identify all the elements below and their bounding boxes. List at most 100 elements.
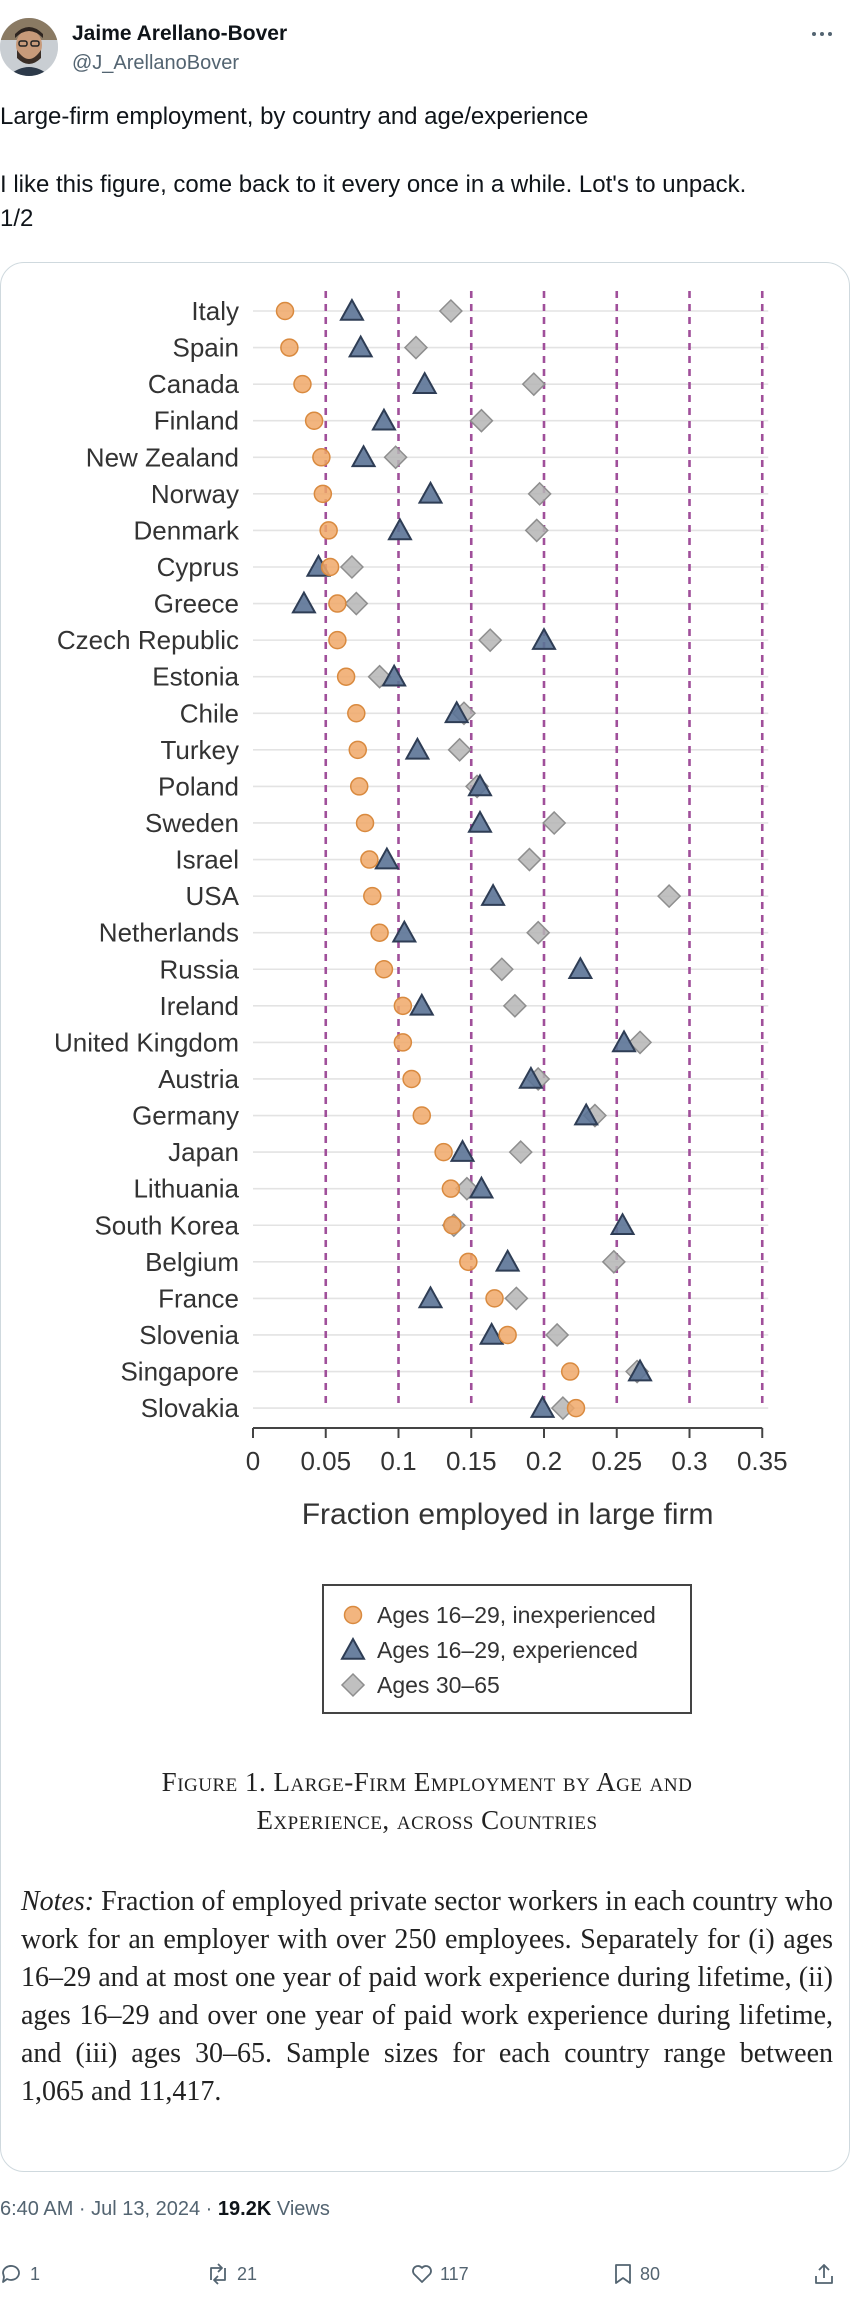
x-axis-label: Fraction employed in large firm [302, 1498, 714, 1531]
data-point-diamond [403, 335, 429, 360]
repost-button[interactable]: 21 [205, 2262, 257, 2286]
data-point-diamond [526, 920, 551, 945]
data-point-circle [393, 996, 413, 1016]
figure-caption: Figure 1. Large-Firm Employment by Age a… [21, 1763, 833, 2111]
data-point-circle [374, 960, 394, 979]
data-point-triangle [371, 407, 397, 431]
x-tick-label: 0.3 [671, 1446, 707, 1476]
avatar[interactable] [0, 18, 58, 76]
x-tick-label: 0.15 [446, 1446, 497, 1476]
country-label: New Zealand [86, 442, 239, 472]
data-point-circle [328, 630, 347, 650]
x-tick-label: 0.25 [591, 1446, 642, 1476]
country-label: Estonia [152, 662, 239, 692]
legend-label: Ages 16–29, inexperienced [377, 1602, 656, 1628]
country-label: Canada [148, 369, 240, 399]
data-point-circle [441, 1179, 461, 1198]
data-point-diamond [469, 408, 494, 433]
data-point-circle [328, 594, 347, 613]
data-point-circle [443, 1216, 462, 1235]
figure-title: Figure 1. Large-Firm Employment by Age a… [21, 1763, 833, 1839]
data-point-circle [275, 301, 295, 321]
data-point-triangle [391, 919, 418, 943]
data-point-triangle [381, 663, 407, 687]
legend-label: Ages 30–65 [377, 1672, 500, 1698]
data-point-triangle [350, 444, 377, 468]
like-button[interactable]: 117 [410, 2262, 469, 2286]
legend-marker-diamond [340, 1672, 366, 1698]
legend-marker-triangle [340, 1636, 366, 1660]
data-point-triangle [374, 846, 400, 870]
country-label: Norway [151, 479, 239, 509]
legend-box [322, 1584, 692, 1714]
reply-button[interactable]: 1 [0, 2262, 40, 2286]
tweet-line-3: 1/2 [0, 205, 34, 232]
data-point-circle [347, 704, 366, 723]
data-point-circle [434, 1142, 453, 1162]
data-point-triangle [494, 1248, 521, 1272]
legend-marker-circle [343, 1605, 363, 1625]
data-point-circle [485, 1289, 504, 1308]
country-label: United Kingdom [54, 1027, 239, 1057]
data-point-circle [348, 740, 368, 760]
data-point-triangle [531, 627, 557, 650]
x-tick-label: 0 [246, 1446, 260, 1476]
country-label: Sweden [145, 808, 239, 838]
country-label: Austria [158, 1064, 239, 1094]
tweet-line-2: I like this figure, come back to it ever… [0, 171, 747, 198]
like-icon [412, 2265, 432, 2283]
data-point-triangle [529, 1395, 556, 1418]
share-button[interactable] [812, 2262, 842, 2286]
country-label: Chile [180, 698, 239, 728]
data-point-diamond [627, 1030, 653, 1055]
media-image[interactable]: 0 0.05 0.1 0.15 0.2 0.25 0.3 0.35 Fraction emplo… [0, 262, 850, 2172]
country-label: Japan [168, 1137, 239, 1167]
bookmark-icon [615, 2264, 631, 2284]
country-label: Slovenia [139, 1320, 239, 1350]
views-count: 19.2K [217, 2198, 272, 2220]
data-point-diamond [502, 993, 527, 1018]
country-label: Ireland [160, 991, 240, 1021]
data-point-triangle [467, 809, 493, 833]
data-point-diamond [545, 1322, 570, 1348]
data-point-circle [360, 850, 379, 869]
data-point-triangle [444, 700, 470, 724]
bookmark-button[interactable]: 80 [612, 2262, 660, 2286]
country-label: Belgium [145, 1247, 239, 1277]
notes-label: Notes: [21, 1886, 95, 1917]
timestamp[interactable]: 6:40 AM · Jul 13, 2024 · [0, 2198, 218, 2220]
author-name[interactable]: Jaime Arellano-Bover [72, 22, 288, 45]
dot-plot-chart: 0 0.05 0.1 0.15 0.2 0.25 0.3 0.35 Fraction emplo… [54, 291, 788, 1714]
country-label: Lithuania [133, 1174, 239, 1204]
data-point-circle [293, 374, 312, 394]
data-point-triangle [567, 956, 594, 980]
share-icon [815, 2264, 833, 2284]
data-point-triangle [449, 1139, 476, 1162]
data-point-circle [370, 923, 389, 942]
data-point-diamond [508, 1140, 533, 1165]
x-tick-label: 0.2 [526, 1446, 562, 1476]
country-label: Russia [160, 954, 240, 984]
data-point-circle [363, 886, 382, 906]
x-tick-label: 0.35 [737, 1446, 788, 1476]
data-point-circle [355, 813, 375, 833]
country-label: Italy [191, 296, 239, 326]
data-point-diamond [344, 591, 369, 616]
data-point-triangle [387, 517, 413, 541]
data-point-diamond [383, 445, 408, 470]
more-icon[interactable] [802, 18, 842, 50]
author-handle[interactable]: @J_ArellanoBover [72, 52, 240, 74]
country-label: USA [186, 881, 240, 911]
repost-count: 21 [237, 2263, 258, 2284]
country-label: Poland [158, 771, 239, 801]
data-point-diamond [542, 810, 567, 836]
data-point-circle [402, 1069, 421, 1089]
repost-icon [210, 2263, 226, 2285]
data-point-triangle [417, 480, 444, 504]
data-point-circle [312, 448, 331, 467]
data-point-diamond [657, 884, 682, 909]
views-label: Views [271, 2198, 330, 2220]
data-point-diamond [504, 1286, 529, 1311]
data-point-circle [319, 521, 338, 540]
data-point-triangle [468, 1175, 495, 1199]
